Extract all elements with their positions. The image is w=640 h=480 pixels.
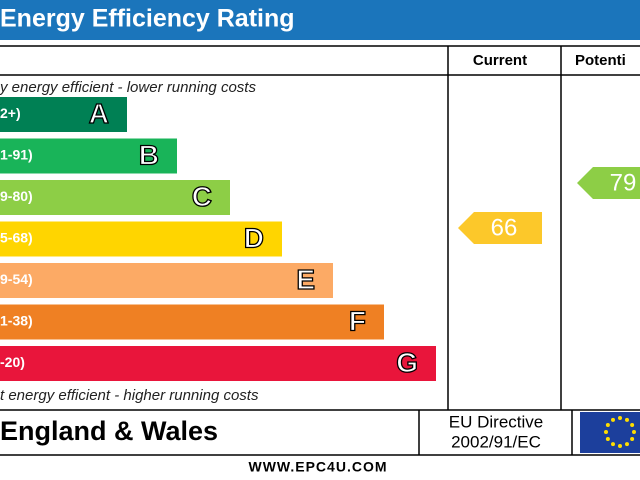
eu-star: [611, 417, 615, 422]
eu-star: [605, 423, 610, 427]
eu-stars: [604, 416, 636, 448]
eu-star: [630, 437, 635, 441]
band-range: 9-54): [0, 271, 33, 287]
eu-star: [618, 444, 622, 448]
band-range: 5-68): [0, 230, 33, 246]
top-note: y energy efficient - lower running costs: [0, 79, 256, 96]
title: Energy Efficiency Rating: [0, 5, 295, 33]
frame: [0, 45, 640, 456]
band: [0, 180, 230, 215]
eu-star: [604, 430, 608, 434]
potential-header: Potenti: [575, 52, 626, 69]
eu-flag: [580, 412, 640, 453]
eu-star: [625, 442, 629, 447]
current-value: 66: [491, 214, 518, 241]
eu-star: [618, 416, 622, 420]
current-arrow: [458, 212, 542, 244]
website: WWW.EPC4U.COM: [249, 459, 388, 475]
title-bar: [0, 0, 640, 40]
eu-star: [632, 430, 636, 434]
directive-code: 2002/91/EC: [451, 432, 541, 451]
band-range: 1-91): [0, 147, 33, 163]
band-letter: F: [349, 305, 366, 336]
band-letter: E: [296, 264, 315, 295]
potential-arrow: [577, 167, 640, 199]
directive: EU Directive: [449, 412, 543, 431]
band-letter: C: [192, 181, 212, 212]
region: England & Wales: [0, 416, 218, 446]
band-letter: A: [89, 98, 109, 129]
band-range: -20): [0, 354, 25, 370]
bottom-note: t energy efficient - higher running cost…: [0, 387, 259, 404]
band: [0, 221, 282, 257]
band: [0, 97, 127, 132]
band-letter: B: [139, 139, 159, 170]
band-letter: D: [244, 222, 264, 253]
band: [0, 304, 384, 340]
band: [0, 138, 177, 174]
eu-star: [625, 417, 629, 422]
band-range: 1-38): [0, 313, 33, 329]
band-range: 9-80): [0, 188, 33, 204]
current-header: Current: [473, 52, 527, 69]
eu-star: [630, 423, 635, 427]
eu-star: [611, 442, 615, 447]
band-range: 2+): [0, 105, 21, 121]
band-letter: G: [396, 347, 418, 378]
eu-star: [605, 437, 610, 441]
band: [0, 346, 436, 381]
potential-value: 79: [610, 169, 637, 196]
band: [0, 263, 333, 298]
